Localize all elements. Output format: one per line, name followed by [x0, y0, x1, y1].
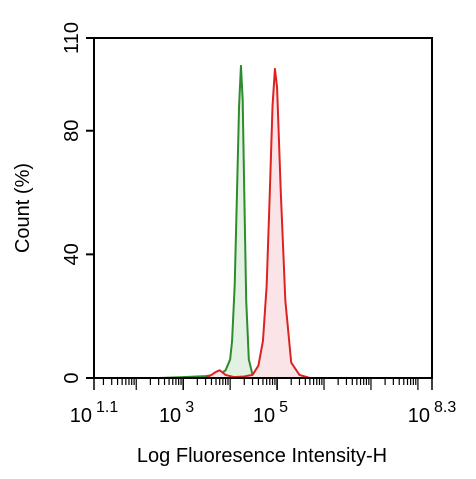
series-0-area [158, 65, 261, 378]
y-ticks: 0 40 80 110 [61, 22, 94, 384]
x-axis-title: Log Fluoresence Intensity-H [137, 445, 387, 467]
y-tick-label: 80 [61, 120, 83, 142]
x-tick-base: 10 [253, 405, 275, 427]
y-tick-label: 0 [61, 372, 83, 383]
minor-ticks [102, 378, 419, 390]
x-tick-label: 10 8.3 [408, 399, 457, 427]
x-tick-base: 10 [408, 405, 430, 427]
series-1-line [205, 67, 311, 379]
x-tick-label: 10 1.1 [70, 399, 119, 427]
x-tick-exponent: 8.3 [434, 399, 456, 416]
series-layer [158, 64, 311, 379]
x-ticks: 10 1.1 10 3 10 5 10 8.3 [70, 378, 457, 427]
y-axis-title: Count (%) [12, 163, 34, 253]
y-tick-label: 110 [61, 22, 83, 54]
series-1-area [205, 68, 310, 378]
x-tick-exponent: 5 [279, 399, 288, 416]
x-tick-exponent: 3 [185, 399, 194, 416]
x-tick-label: 10 5 [253, 399, 288, 427]
x-tick-exponent: 1.1 [96, 399, 118, 416]
x-tick-label: 10 3 [159, 399, 194, 427]
x-tick-base: 10 [159, 405, 181, 427]
x-tick-base: 10 [70, 405, 92, 427]
y-tick-label: 40 [61, 243, 83, 265]
